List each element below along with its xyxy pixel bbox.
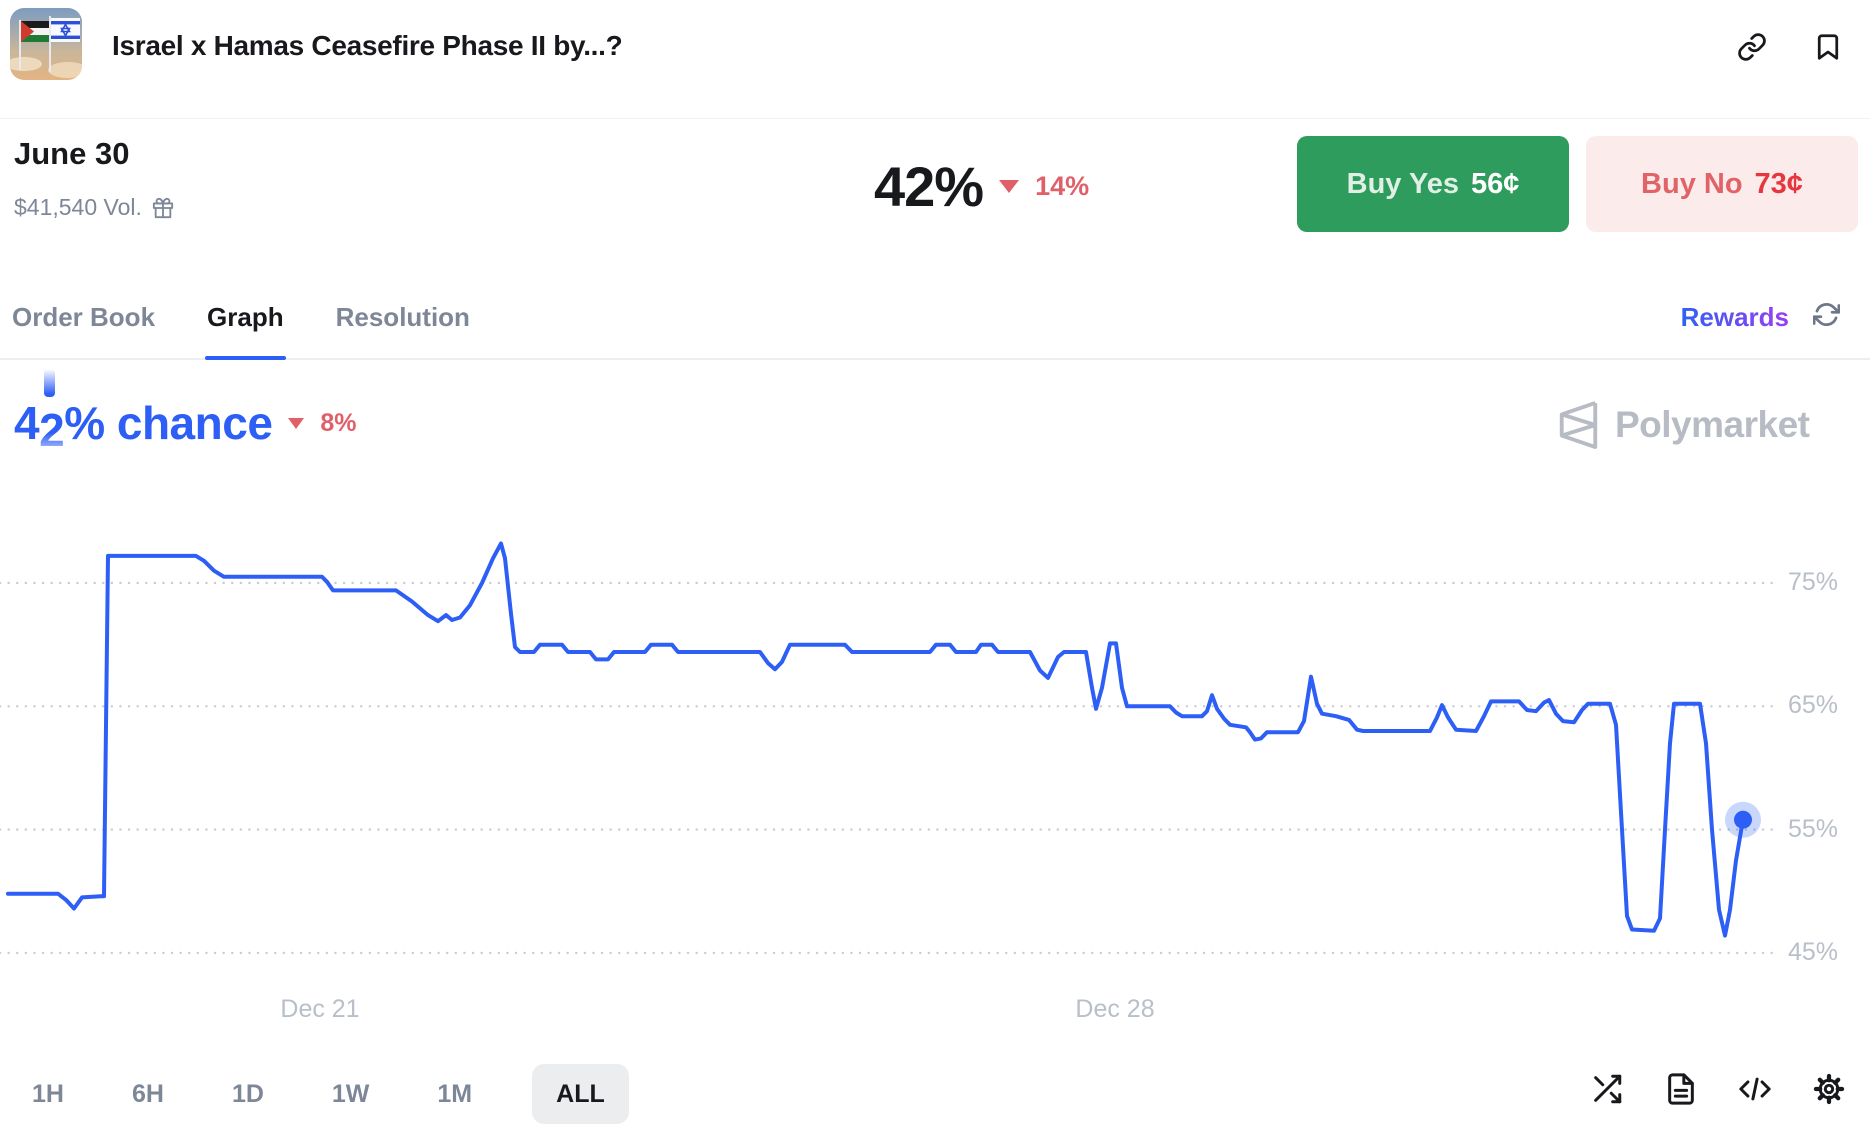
rewards-area: Rewards	[1680, 276, 1841, 358]
page-title: Israel x Hamas Ceasefire Phase II by...?	[112, 30, 623, 61]
market-flag-image	[10, 8, 82, 80]
probability-chart[interactable]	[0, 455, 1870, 1035]
tab-order-book[interactable]: Order Book	[12, 301, 156, 332]
shuffle-icon	[1594, 1074, 1622, 1104]
bookmark-icon	[1817, 34, 1839, 60]
polymarket-brand-text: Polymarket	[1615, 404, 1810, 445]
digit-roll-fragment	[44, 369, 56, 397]
code-icon	[1739, 1077, 1771, 1101]
tab-resolution[interactable]: Resolution	[335, 301, 470, 332]
timeframe-1h[interactable]: 1H	[32, 1079, 64, 1108]
chance-rolling-digit: 2	[39, 404, 65, 456]
price-down-arrow-icon	[999, 179, 1020, 193]
chance-suffix: % chance	[64, 397, 273, 449]
probability-line	[6, 541, 1745, 938]
gift-icon[interactable]	[152, 197, 174, 219]
link-icon	[1738, 33, 1766, 61]
buy-yes-label: Buy Yes	[1346, 167, 1459, 200]
israel-palestine-flags-icon	[10, 8, 82, 80]
chance-down-arrow-icon	[288, 417, 305, 429]
y-axis-label: 55%	[1788, 814, 1839, 843]
current-price-block: 42% 14%	[874, 146, 1089, 226]
x-axis-label: Dec 28	[1075, 995, 1155, 1023]
tab-graph[interactable]: Graph	[205, 276, 286, 360]
timeframe-all[interactable]: ALL	[532, 1064, 629, 1124]
market-deadline: June 30	[14, 136, 130, 171]
x-axis-label: Dec 21	[280, 995, 360, 1023]
refresh-button[interactable]	[1812, 301, 1841, 333]
settings-button[interactable]	[1812, 1072, 1846, 1106]
chance-change: 8%	[320, 408, 357, 437]
chance-rolling-digit-wrap: 2	[39, 369, 65, 456]
embed-button[interactable]	[1738, 1072, 1772, 1106]
compare-button[interactable]	[1590, 1072, 1624, 1106]
bookmark-button[interactable]	[1813, 32, 1843, 62]
buy-no-label: Buy No	[1641, 167, 1743, 200]
header-divider	[0, 118, 1870, 119]
chart-area[interactable]: 75% 65% 55% 45% Dec 21 Dec 28	[0, 455, 1870, 1035]
polymarket-logo-icon	[1559, 401, 1598, 449]
chance-first-digit: 4	[14, 397, 40, 449]
price-change: 14%	[1035, 170, 1090, 201]
timeframe-6h[interactable]: 6H	[131, 1079, 164, 1108]
market-volume-row: $41,540 Vol.	[14, 194, 174, 221]
y-axis-label: 75%	[1788, 568, 1839, 596]
polymarket-watermark: Polymarket	[1555, 400, 1810, 450]
chance-row: 4 2 % chance 8%	[14, 369, 357, 456]
end-dot	[1734, 810, 1752, 829]
buy-no-price: 73¢	[1754, 167, 1803, 200]
timeframe-bar: 1H 6H 1D 1W 1M ALL	[24, 1064, 629, 1124]
settings-icon	[1813, 1073, 1845, 1105]
market-volume: $41,540 Vol.	[14, 194, 142, 220]
rules-button[interactable]	[1664, 1072, 1698, 1106]
chance-value: 4 2 % chance	[14, 369, 273, 456]
copy-link-button[interactable]	[1737, 32, 1767, 62]
buy-yes-price: 56¢	[1470, 167, 1520, 200]
current-price: 42%	[874, 154, 984, 218]
document-icon	[1668, 1073, 1694, 1105]
y-axis-label: 65%	[1788, 691, 1839, 720]
timeframe-1d[interactable]: 1D	[231, 1079, 264, 1108]
timeframe-1w[interactable]: 1W	[331, 1079, 370, 1108]
refresh-icon	[1812, 303, 1841, 326]
y-axis-label: 45%	[1788, 937, 1839, 966]
buy-no-button[interactable]: Buy No 73¢	[1586, 136, 1858, 232]
timeframe-1m[interactable]: 1M	[437, 1079, 473, 1108]
rewards-link[interactable]: Rewards	[1680, 301, 1789, 332]
buy-yes-button[interactable]: Buy Yes 56¢	[1297, 136, 1569, 232]
tabs-bar: Order Book Graph Resolution	[0, 276, 1870, 360]
chart-tools	[1590, 1072, 1846, 1106]
